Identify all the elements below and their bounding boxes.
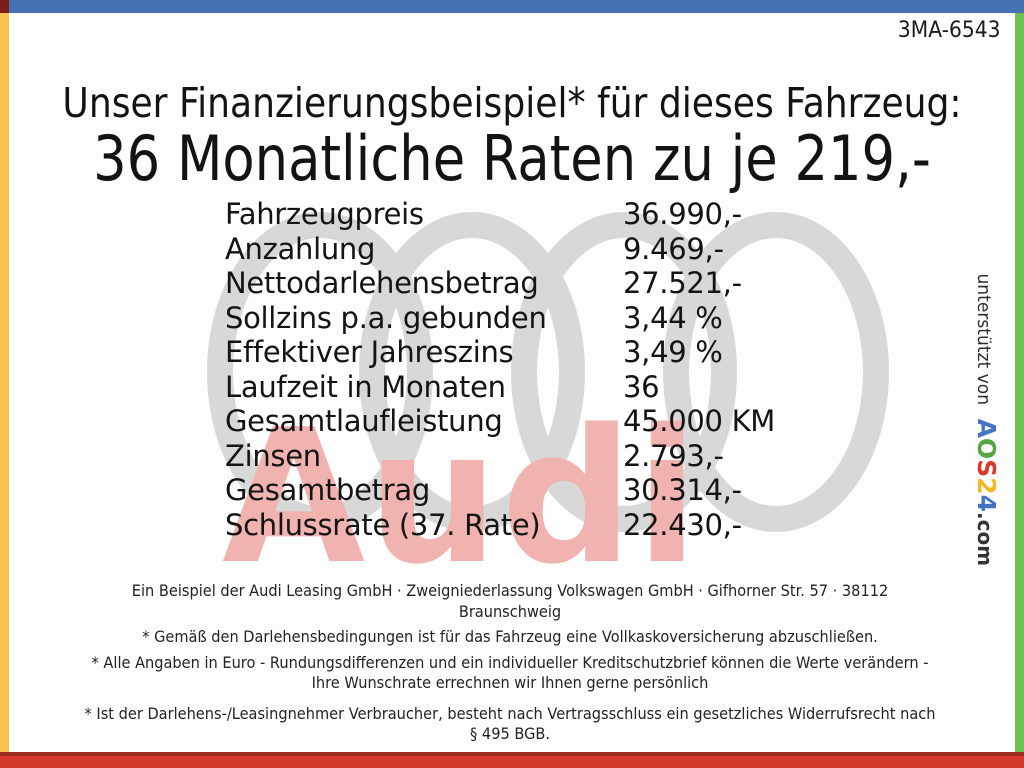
row-value: 9.469,- [623, 231, 724, 266]
disclaimer-withdrawal-line: * Ist der Darlehens-/Leasingnehmer Verbr… [84, 703, 936, 744]
frame-bar-bottom [0, 756, 1024, 768]
aos24-domain-suffix: .com [973, 512, 997, 567]
table-row: Schlussrate (37. Rate) 22.430,- [225, 508, 775, 543]
aos24-letter: S [972, 459, 1001, 478]
disclaimer-block: Ein Beispiel der Audi Leasing GmbH · Zwe… [84, 581, 936, 750]
page-title: Unser Finanzierungsbeispiel* für dieses … [62, 79, 962, 127]
row-value: 3,49 % [623, 335, 723, 369]
aos24-letter: A [972, 418, 1001, 438]
frame-bar-bottom-edge [0, 752, 1024, 756]
row-label: Nettodarlehensbetrag [225, 266, 539, 300]
page-subtitle: 36 Monatliche Raten zu je 219,- [93, 122, 931, 195]
finance-table: Fahrzeugpreis 36.990,- Anzahlung 9.469,- N… [225, 197, 775, 542]
row-label: Laufzeit in Monaten [225, 369, 506, 404]
row-value: 27.521,- [623, 266, 742, 300]
table-row: Effektiver Jahreszins 3,49 % [225, 335, 775, 370]
row-label: Schlussrate (37. Rate) [225, 507, 541, 542]
table-row: Zinsen 2.793,- [225, 439, 775, 474]
supported-by-label: unterstützt von [973, 273, 994, 406]
row-value: 2.793,- [623, 438, 724, 473]
frame-bar-left [0, 13, 9, 754]
row-value: 36 [623, 369, 660, 404]
row-label: Zinsen [225, 438, 321, 473]
frame-bar-top [9, 0, 1024, 13]
aos24-letter: 4 [972, 494, 1001, 513]
vehicle-ref-code: 3MA-6543 [897, 18, 1000, 43]
frame-corner-top-left [0, 0, 9, 13]
aos24-letter: 2 [972, 477, 1001, 495]
table-row: Gesamtlaufleistung 45.000 KM [225, 404, 775, 439]
frame-bar-right [1015, 13, 1024, 754]
disclaimer-insurance-line: * Gemäß den Darlehensbedingungen ist für… [142, 627, 878, 646]
table-row: Anzahlung 9.469,- [225, 232, 775, 267]
row-value: 3,44 % [623, 300, 723, 335]
row-value: 22.430,- [623, 507, 742, 542]
disclaimer-company-line: Ein Beispiel der Audi Leasing GmbH · Zwe… [131, 581, 889, 621]
row-label: Gesamtlaufleistung [225, 404, 503, 438]
row-label: Sollzins p.a. gebunden [225, 300, 547, 335]
table-row: Sollzins p.a. gebunden 3,44 % [225, 301, 775, 336]
table-row: Nettodarlehensbetrag 27.521,- [225, 266, 775, 301]
row-label: Anzahlung [225, 231, 376, 266]
aos24-letter: O [972, 437, 1001, 460]
row-label: Gesamtbetrag [225, 473, 430, 507]
row-value: 45.000 KM [623, 404, 776, 438]
aos24-logo: AOS24.com [972, 419, 1001, 567]
row-value: 36.990,- [623, 197, 742, 231]
table-row: Gesamtbetrag 30.314,- [225, 473, 775, 508]
table-row: Fahrzeugpreis 36.990,- [225, 197, 775, 232]
disclaimer-rounding-line: * Alle Angaben in Euro - Rundungsdiffere… [91, 652, 929, 693]
row-label: Fahrzeugpreis [225, 197, 424, 231]
supported-by-strip: unterstützt von AOS24.com [968, 270, 1001, 566]
row-label: Effektiver Jahreszins [225, 335, 514, 369]
table-row: Laufzeit in Monaten 36 [225, 370, 775, 405]
row-value: 30.314,- [623, 473, 742, 507]
